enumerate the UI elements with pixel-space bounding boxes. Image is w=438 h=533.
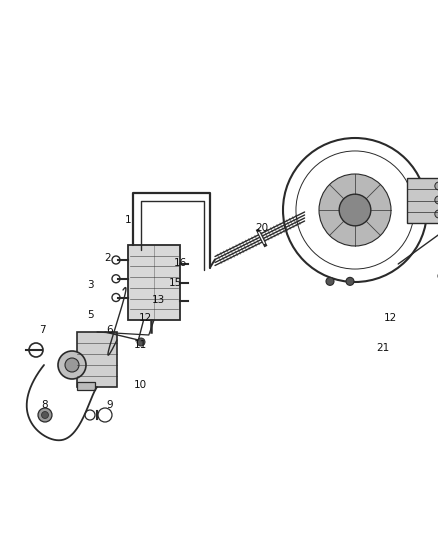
Circle shape	[339, 194, 371, 226]
Text: 10: 10	[134, 380, 147, 390]
Circle shape	[435, 182, 438, 190]
Circle shape	[346, 277, 354, 285]
Text: 13: 13	[152, 295, 165, 305]
Text: 11: 11	[134, 340, 147, 350]
Circle shape	[326, 277, 334, 285]
Text: 8: 8	[42, 400, 48, 410]
Text: 12: 12	[383, 313, 397, 323]
Circle shape	[65, 358, 79, 372]
Bar	[407, 178, 438, 223]
Bar	[77, 382, 95, 390]
Text: 7: 7	[39, 325, 45, 335]
Text: 9: 9	[107, 400, 113, 410]
Text: 5: 5	[87, 310, 93, 320]
Circle shape	[137, 338, 145, 346]
Circle shape	[58, 351, 86, 379]
Text: 16: 16	[173, 258, 187, 268]
Bar	[128, 245, 180, 320]
Text: 3: 3	[87, 280, 93, 290]
Bar	[77, 332, 117, 387]
Circle shape	[435, 196, 438, 204]
Circle shape	[435, 210, 438, 218]
Circle shape	[38, 408, 52, 422]
Text: 21: 21	[376, 343, 390, 353]
Circle shape	[319, 174, 391, 246]
Text: 6: 6	[107, 325, 113, 335]
Text: 15: 15	[168, 278, 182, 288]
Text: 2: 2	[105, 253, 111, 263]
Text: 20: 20	[255, 223, 268, 233]
Text: 1: 1	[125, 215, 131, 225]
Text: 12: 12	[138, 313, 152, 323]
Circle shape	[42, 411, 49, 418]
